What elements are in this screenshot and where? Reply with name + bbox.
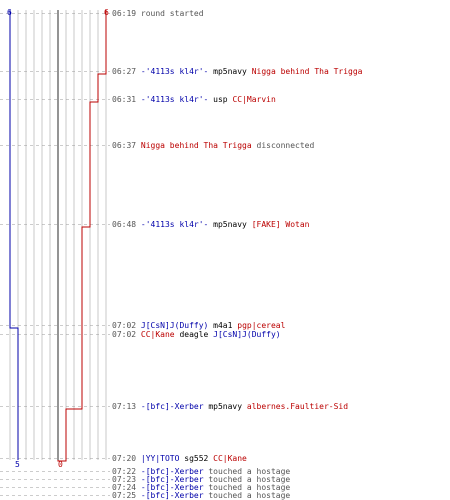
player-name: J[CsN]J(Duffy) <box>140 321 209 330</box>
event-row: 07:22 -[bfc]-Xerber touched a hostage <box>112 467 290 476</box>
event-row: 07:20 |YY|TOTO sg552 CC|Kane <box>112 454 247 463</box>
blue-team-alive-line <box>9 10 19 460</box>
event-row: 07:02 J[CsN]J(Duffy) m4a1 pgp|cereal <box>112 321 285 330</box>
event-message: touched a hostage <box>203 467 291 476</box>
event-time: 06:31 <box>112 95 141 104</box>
red-team-alive-line <box>57 10 107 462</box>
event-time: 07:22 <box>112 467 141 476</box>
player-name: -'4113s kl4r'- <box>140 220 209 229</box>
player-name: albernes.Faultier-Sid <box>246 402 349 411</box>
blue-score-bottom: 5 <box>15 460 20 469</box>
player-name: pgp|cereal <box>237 321 286 330</box>
event-row: 06:27 -'4113s kl4r'- mp5navy Nigga behin… <box>112 67 362 76</box>
player-name: CC|Kane <box>213 454 247 463</box>
player-name: Nigga behind Tha Trigga <box>140 141 252 150</box>
event-row: 07:23 -[bfc]-Xerber touched a hostage <box>112 475 290 484</box>
event-time: 06:48 <box>112 220 141 229</box>
event-message: touched a hostage <box>203 475 291 484</box>
weapon-name: usp <box>208 95 233 104</box>
event-row: 06:37 Nigga behind Tha Trigga disconnect… <box>112 141 314 150</box>
event-time: 07:02 <box>112 321 141 330</box>
event-time: 07:24 <box>112 483 141 492</box>
event-time: 07:13 <box>112 402 141 411</box>
player-name: Nigga behind Tha Trigga <box>251 67 363 76</box>
player-name: |YY|TOTO <box>140 454 180 463</box>
player-name: CC|Kane <box>140 330 175 339</box>
player-name: -[bfc]-Xerber <box>140 402 204 411</box>
weapon-name: mp5navy <box>203 402 247 411</box>
event-time: 07:02 <box>112 330 141 339</box>
player-name: -'4113s kl4r'- <box>140 95 209 104</box>
weapon-name: mp5navy <box>208 220 252 229</box>
event-message: round started <box>140 9 204 18</box>
event-row: 07:13 -[bfc]-Xerber mp5navy albernes.Fau… <box>112 402 348 411</box>
player-name: J[CsN]J(Duffy) <box>213 330 281 339</box>
event-message: touched a hostage <box>203 483 291 492</box>
event-row: 06:48 -'4113s kl4r'- mp5navy [FAKE] Wota… <box>112 220 310 229</box>
event-row: 07:25 -[bfc]-Xerber touched a hostage <box>112 491 290 500</box>
player-name: -'4113s kl4r'- <box>140 67 209 76</box>
player-name: -[bfc]-Xerber <box>140 483 204 492</box>
event-row: 07:24 -[bfc]-Xerber touched a hostage <box>112 483 290 492</box>
event-message: disconnected <box>251 141 315 150</box>
event-message: touched a hostage <box>203 491 291 500</box>
event-time: 07:25 <box>112 491 141 500</box>
player-name: -[bfc]-Xerber <box>140 467 204 476</box>
event-time: 06:27 <box>112 67 141 76</box>
blue-score-top: 6 <box>7 8 12 17</box>
weapon-name: mp5navy <box>208 67 252 76</box>
red-score-bottom: 0 <box>58 460 63 469</box>
event-row: 06:31 -'4113s kl4r'- usp CC|Marvin <box>112 95 276 104</box>
event-row: 06:19 round started <box>112 9 204 18</box>
player-name: [FAKE] Wotan <box>251 220 310 229</box>
red-score-top: 6 <box>104 8 109 17</box>
weapon-name: sg552 <box>179 454 214 463</box>
player-name: -[bfc]-Xerber <box>140 475 204 484</box>
weapon-name: m4a1 <box>208 321 238 330</box>
event-time: 07:20 <box>112 454 141 463</box>
event-row: 07:02 CC|Kane deagle J[CsN]J(Duffy) <box>112 330 281 339</box>
event-time: 06:37 <box>112 141 141 150</box>
player-name: -[bfc]-Xerber <box>140 491 204 500</box>
event-time: 07:23 <box>112 475 141 484</box>
weapon-name: deagle <box>174 330 214 339</box>
event-time: 06:19 <box>112 9 141 18</box>
player-name: CC|Marvin <box>232 95 276 104</box>
